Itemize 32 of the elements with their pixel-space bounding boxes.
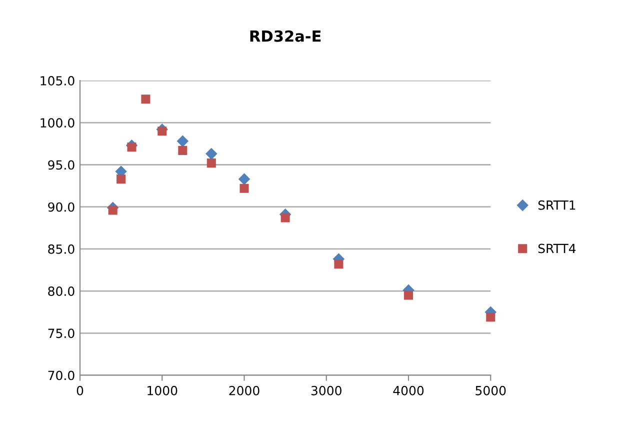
point <box>334 260 344 269</box>
x-tick-label: 2000 <box>229 386 260 396</box>
x-tick-label: 0 <box>76 386 84 396</box>
point <box>177 136 188 147</box>
y-tick-label: 90.0 <box>48 202 74 212</box>
chart-title: RD32a-E <box>250 30 321 42</box>
x-tick-label: 1000 <box>148 386 178 396</box>
point <box>116 174 126 184</box>
y-tick-label: 70.0 <box>48 370 74 380</box>
point <box>141 94 150 104</box>
y-tick-label: 100.0 <box>40 118 74 128</box>
x-tick-label: 4000 <box>393 386 424 396</box>
point <box>158 126 167 136</box>
legend-label: SRTT4 <box>538 244 576 254</box>
point <box>280 213 290 222</box>
y-tick-label: 105.0 <box>40 76 74 86</box>
x-tick-label: 5000 <box>476 386 506 396</box>
y-tick-label: 80.0 <box>48 286 74 296</box>
y-tick-label: 85.0 <box>48 244 74 254</box>
point <box>206 158 216 168</box>
point <box>178 146 188 155</box>
x-tick-label: 3000 <box>311 386 342 396</box>
point <box>127 142 136 152</box>
point <box>240 184 249 193</box>
point <box>404 290 414 300</box>
point <box>486 312 496 322</box>
y-tick-label: 95.0 <box>48 160 74 170</box>
point <box>238 173 250 185</box>
legend-label: SRTT1 <box>538 200 576 210</box>
point <box>108 206 118 215</box>
point <box>206 148 218 160</box>
y-tick-label: 75.0 <box>48 328 74 338</box>
